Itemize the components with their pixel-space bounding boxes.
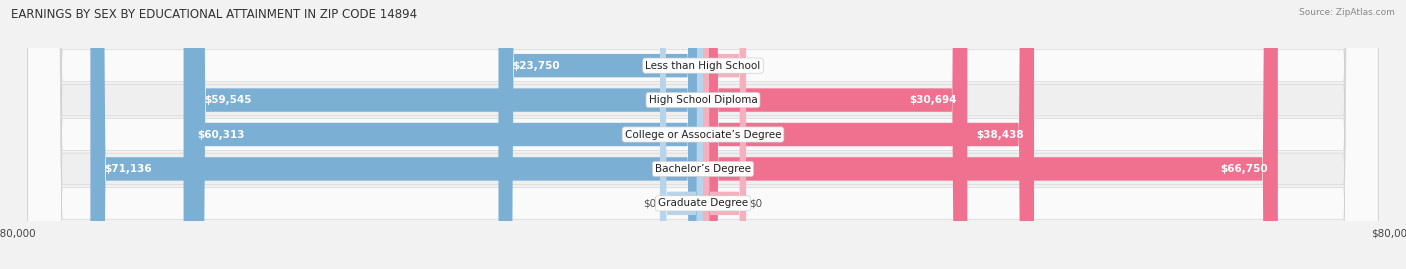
Text: Graduate Degree: Graduate Degree — [658, 198, 748, 208]
Text: $23,750: $23,750 — [512, 61, 560, 71]
FancyBboxPatch shape — [28, 0, 1378, 269]
FancyBboxPatch shape — [499, 0, 703, 269]
Text: $60,313: $60,313 — [197, 129, 245, 140]
Text: Source: ZipAtlas.com: Source: ZipAtlas.com — [1299, 8, 1395, 17]
FancyBboxPatch shape — [28, 0, 1378, 269]
FancyBboxPatch shape — [184, 0, 703, 269]
Text: EARNINGS BY SEX BY EDUCATIONAL ATTAINMENT IN ZIP CODE 14894: EARNINGS BY SEX BY EDUCATIONAL ATTAINMEN… — [11, 8, 418, 21]
FancyBboxPatch shape — [703, 0, 747, 269]
Text: College or Associate’s Degree: College or Associate’s Degree — [624, 129, 782, 140]
FancyBboxPatch shape — [703, 0, 967, 269]
Text: $59,545: $59,545 — [204, 95, 252, 105]
Text: $66,750: $66,750 — [1220, 164, 1267, 174]
FancyBboxPatch shape — [28, 0, 1378, 269]
Text: Bachelor’s Degree: Bachelor’s Degree — [655, 164, 751, 174]
FancyBboxPatch shape — [90, 0, 703, 269]
FancyBboxPatch shape — [659, 0, 703, 269]
FancyBboxPatch shape — [703, 0, 1033, 269]
Text: $38,438: $38,438 — [976, 129, 1024, 140]
FancyBboxPatch shape — [703, 0, 1278, 269]
Text: $0: $0 — [749, 61, 762, 71]
FancyBboxPatch shape — [703, 0, 747, 269]
Text: $0: $0 — [644, 198, 657, 208]
FancyBboxPatch shape — [190, 0, 703, 269]
Text: High School Diploma: High School Diploma — [648, 95, 758, 105]
Text: Less than High School: Less than High School — [645, 61, 761, 71]
FancyBboxPatch shape — [28, 0, 1378, 269]
Text: $30,694: $30,694 — [910, 95, 957, 105]
Text: $0: $0 — [749, 198, 762, 208]
Text: $71,136: $71,136 — [104, 164, 152, 174]
FancyBboxPatch shape — [28, 0, 1378, 269]
